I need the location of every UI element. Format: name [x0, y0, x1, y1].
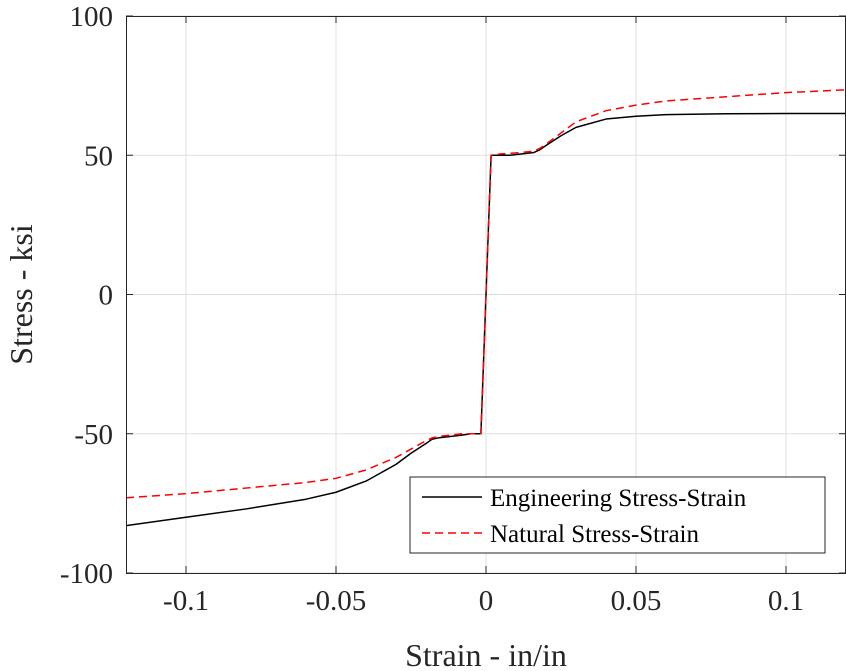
natural-stress-strain-line [125, 89, 846, 499]
x-tick-label: 0 [479, 585, 494, 617]
legend-label-engineering: Engineering Stress-Strain [490, 485, 747, 512]
y-tick-label: 50 [84, 140, 113, 172]
x-tick-label: 0.05 [611, 585, 662, 617]
legend-box [409, 476, 826, 554]
y-tick-labels: -100 -50 0 50 100 [60, 1, 113, 590]
engineering-stress-strain-line [125, 112, 846, 527]
y-tick-label: -50 [74, 419, 113, 451]
tick-marks [126, 15, 846, 574]
x-tick-label: -0.05 [306, 585, 366, 617]
series-lines [125, 89, 846, 527]
y-tick-label: 100 [70, 1, 114, 33]
legend: Engineering Stress-Strain Natural Stress… [409, 476, 826, 554]
y-axis-title: Stress - ksi [3, 224, 39, 365]
x-tick-label: -0.1 [163, 585, 209, 617]
legend-label-natural: Natural Stress-Strain [490, 521, 699, 548]
x-tick-labels: -0.1 -0.05 0 0.05 0.1 [163, 585, 804, 617]
y-tick-label: 0 [99, 280, 114, 312]
y-tick-label: -100 [60, 558, 113, 590]
x-axis-title: Strain - in/in [405, 637, 567, 671]
x-tick-label: 0.1 [768, 585, 804, 617]
